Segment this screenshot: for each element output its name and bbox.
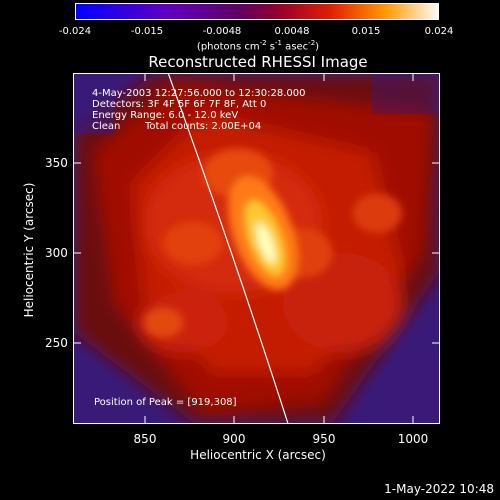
clean-text: Clean bbox=[92, 121, 121, 132]
colorbar-tick: -0.024 bbox=[58, 26, 92, 37]
plot-title: Reconstructed RHESSI Image bbox=[148, 53, 368, 71]
y-tick-label: 250 bbox=[45, 336, 68, 350]
x-tick-label: 900 bbox=[222, 432, 246, 446]
colorbar-tick: -0.0048 bbox=[202, 26, 242, 37]
total-counts-text: Total counts: 2.00E+04 bbox=[145, 121, 262, 132]
timestamp-footer: 1-May-2022 10:48 bbox=[384, 482, 494, 496]
y-tick-label: 300 bbox=[45, 246, 68, 260]
solar-limb-line bbox=[167, 74, 289, 423]
y-axis-label: Heliocentric Y (arcsec) bbox=[22, 182, 36, 318]
unit-exponent: -2 bbox=[259, 39, 267, 47]
unit-exponent: -1 bbox=[275, 39, 283, 47]
x-tick-label: 1000 bbox=[397, 432, 429, 446]
unit-exponent: -2 bbox=[308, 39, 316, 47]
unit-part: (photons cm bbox=[196, 41, 260, 53]
rhessi-image bbox=[73, 73, 440, 424]
detectors-text: Detectors: 3F 4F 5F 6F 7F 8F, Att 0 bbox=[92, 99, 267, 110]
colorbar-tick: 0.024 bbox=[424, 26, 454, 37]
x-tick-label: 950 bbox=[312, 432, 336, 446]
colorbar-tick: 0.015 bbox=[351, 26, 381, 37]
unit-part: ) bbox=[315, 41, 320, 53]
colorbar-tick: 0.0048 bbox=[274, 26, 310, 37]
x-axis-label: Heliocentric X (arcsec) bbox=[190, 448, 326, 462]
energy-range-text: Energy Range: 6.0 - 12.0 keV bbox=[92, 110, 239, 121]
x-tick-label: 850 bbox=[133, 432, 157, 446]
unit-part: s bbox=[266, 41, 276, 53]
time-range-text: 4-May-2003 12:27:56.000 to 12:30:28.000 bbox=[92, 88, 306, 99]
colorbar-unit-label: (photons cm-2 s-1 asec-2) bbox=[197, 39, 319, 52]
colorbar-tick: -0.015 bbox=[130, 26, 164, 37]
unit-part: asec bbox=[282, 41, 309, 53]
colorbar bbox=[75, 3, 439, 20]
peak-position-text: Position of Peak = [919,308] bbox=[94, 397, 237, 408]
y-tick-label: 350 bbox=[45, 156, 68, 170]
